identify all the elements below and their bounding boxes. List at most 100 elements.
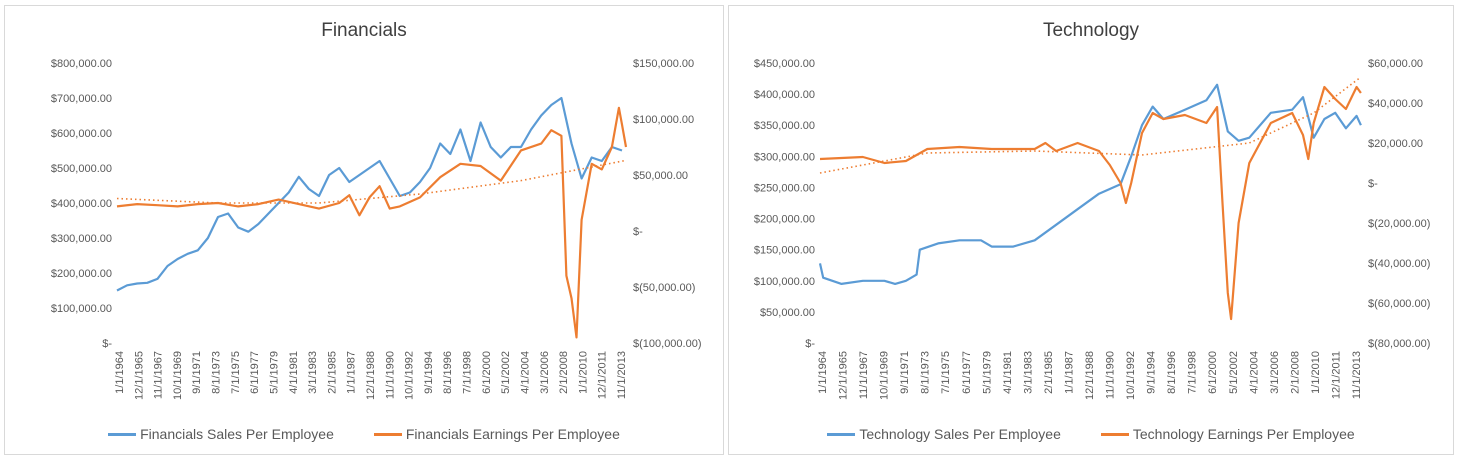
x-tick-label: 6/1/2000 — [481, 351, 493, 394]
y-left-tick-label: $100,000.00 — [754, 276, 815, 288]
series-line-sales — [818, 83, 1362, 285]
technology-chart: Technology $- $50,000.00 $100,000.00 $150,0… — [728, 5, 1454, 455]
y-left-tick-label: $150,000.00 — [754, 245, 815, 257]
x-tick-label: 11/1/2013 — [616, 351, 628, 399]
x-tick-label: 5/1/1979 — [268, 351, 280, 394]
legend-item-earnings: Financials Earnings Per Employee — [373, 426, 620, 442]
financials-chart: Financials $- $100,000.00 $200,000.00 $300,… — [4, 5, 724, 455]
legend-swatch-earnings — [373, 432, 402, 436]
y-left-tick-label: $350,000.00 — [754, 120, 815, 132]
y-left-tick-label: $400,000.00 — [51, 198, 112, 210]
x-tick-label: 5/1/1979 — [981, 351, 993, 394]
x-tick-label: 12/1/1965 — [133, 351, 145, 400]
y-left-tick-label: $600,000.00 — [51, 128, 112, 140]
y-right-tick-label: $50,000.00 — [633, 170, 688, 182]
x-tick-label: 3/1/1983 — [1022, 351, 1034, 394]
x-tick-label: 9/1/1994 — [423, 351, 435, 394]
x-tick-label: 6/1/2000 — [1207, 351, 1219, 394]
y-left-tick-label: $500,000.00 — [51, 163, 112, 175]
y-left-tick-label: $450,000.00 — [754, 58, 815, 70]
y-right-tick-label: $20,000.00 — [1368, 138, 1423, 150]
trendline — [116, 159, 627, 204]
x-tick-label: 9/1/1971 — [191, 351, 203, 394]
y-right-tick-label: $(40,000.00) — [1368, 258, 1430, 270]
series-line-earnings — [116, 106, 628, 339]
x-tick-label: 10/1/1969 — [172, 351, 184, 400]
x-tick-label: 8/1/1973 — [211, 351, 223, 394]
y-right-tick-label: $(20,000.00) — [1368, 218, 1430, 230]
x-tick-label: 7/1/1998 — [462, 351, 474, 394]
series-line-earnings — [819, 85, 1362, 321]
x-tick-label: 1/1/1964 — [114, 351, 126, 394]
x-tick-label: 5/1/2002 — [500, 351, 512, 394]
x-tick-label: 1/1/1987 — [346, 351, 358, 394]
legend-label-sales: Technology Sales Per Employee — [859, 426, 1061, 442]
y-left-tick-label: $- — [805, 338, 815, 350]
y-right-tick-label: $(100,000.00) — [633, 338, 702, 350]
x-tick-label: 12/1/1988 — [365, 351, 377, 400]
y-right-tick-label: $(60,000.00) — [1368, 298, 1430, 310]
x-tick-label: 5/1/2002 — [1228, 351, 1240, 394]
x-tick-label: 12/1/2011 — [1330, 351, 1342, 399]
x-tick-label: 2/1/1985 — [1043, 351, 1055, 394]
y-right-tick-label: $60,000.00 — [1368, 58, 1423, 70]
financials-plot-area: $- $100,000.00 $200,000.00 $300,000.00 $400,… — [51, 58, 702, 400]
x-tick-label: 6/1/1977 — [249, 351, 261, 394]
x-tick-label: 2/1/2008 — [1289, 351, 1301, 394]
x-tick-label: 7/1/1998 — [1187, 351, 1199, 394]
x-tick-label: 10/1/1992 — [404, 351, 416, 400]
legend-swatch-earnings — [1100, 432, 1129, 436]
x-tick-label: 1/1/1964 — [817, 351, 829, 394]
x-tick-label: 11/1/2013 — [1351, 351, 1363, 399]
y-left-tick-label: $300,000.00 — [754, 151, 815, 163]
legend-label-earnings: Financials Earnings Per Employee — [405, 426, 620, 442]
y-right-tick-label: $40,000.00 — [1368, 98, 1423, 110]
y-left-tick-label: $250,000.00 — [754, 182, 815, 194]
y-left-tick-label: $100,000.00 — [51, 303, 112, 315]
x-tick-label: 10/1/1969 — [879, 351, 891, 400]
legend: Technology Sales Per Employee Technology… — [729, 426, 1453, 442]
x-tick-label: 12/1/1965 — [838, 351, 850, 400]
x-tick-label: 4/1/2004 — [519, 351, 531, 394]
y-right-tick-label: $(80,000.00) — [1368, 338, 1430, 350]
x-tick-label: 11/1/1990 — [384, 351, 396, 399]
x-tick-label: 7/1/1975 — [230, 351, 242, 394]
x-tick-label: 9/1/1994 — [1146, 351, 1158, 394]
trendline — [819, 76, 1362, 174]
x-tick-label: 12/1/1988 — [1084, 351, 1096, 400]
x-tick-label: 11/1/1967 — [858, 351, 870, 399]
x-tick-label: 4/1/1981 — [288, 351, 300, 394]
y-right-tick-label: $(50,000.00) — [633, 282, 695, 294]
x-tick-label: 9/1/1971 — [899, 351, 911, 394]
legend-label-earnings: Technology Earnings Per Employee — [1132, 426, 1355, 442]
x-tick-label: 10/1/1992 — [1125, 351, 1137, 400]
x-tick-label: 2/1/1985 — [326, 351, 338, 394]
y-left-tick-label: $400,000.00 — [754, 89, 815, 101]
x-tick-label: 7/1/1975 — [940, 351, 952, 394]
x-tick-label: 3/1/2006 — [1269, 351, 1281, 394]
legend-swatch-sales — [827, 432, 856, 436]
y-right-tick-label: $- — [633, 226, 643, 238]
y-right-tick-label: $- — [1368, 178, 1378, 190]
x-tick-label: 8/1/1973 — [920, 351, 932, 394]
x-tick-label: 3/1/2006 — [539, 351, 551, 394]
x-tick-label: 2/1/2008 — [558, 351, 570, 394]
y-left-tick-label: $- — [102, 338, 112, 350]
y-left-tick-label: $700,000.00 — [51, 93, 112, 105]
chart-title: Financials — [321, 20, 407, 41]
y-left-tick-label: $200,000.00 — [51, 268, 112, 280]
y-left-tick-label: $300,000.00 — [51, 233, 112, 245]
y-left-tick-label: $200,000.00 — [754, 214, 815, 226]
y-left-tick-label: $50,000.00 — [760, 307, 815, 319]
legend-item-sales: Technology Sales Per Employee — [827, 426, 1061, 442]
y-left-tick-label: $800,000.00 — [51, 58, 112, 70]
x-tick-label: 8/1/1996 — [1166, 351, 1178, 394]
x-tick-label: 4/1/2004 — [1248, 351, 1260, 394]
x-tick-label: 3/1/1983 — [307, 351, 319, 394]
chart-title: Technology — [1042, 20, 1140, 41]
x-tick-label: 12/1/2011 — [597, 351, 609, 399]
legend-item-sales: Financials Sales Per Employee — [108, 426, 334, 442]
series-line-sales — [116, 96, 623, 292]
legend-swatch-sales — [108, 432, 137, 436]
x-tick-label: 6/1/1977 — [961, 351, 973, 394]
